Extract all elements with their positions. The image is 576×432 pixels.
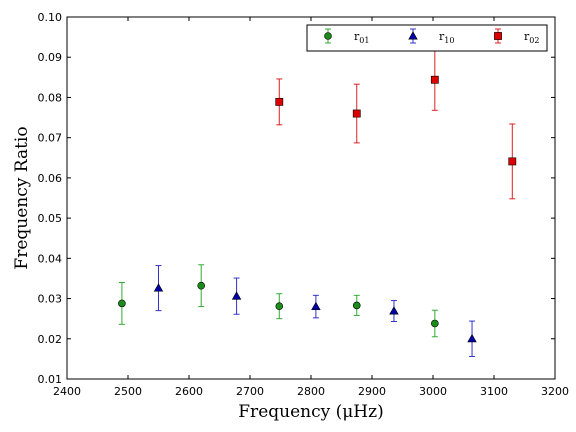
- data-point-r01: [352, 301, 361, 310]
- x-tick-label: 3000: [419, 385, 447, 398]
- y-tick-label: 0.08: [38, 91, 63, 104]
- legend-entry-r01: r01: [324, 28, 369, 45]
- legend-label-subscript: 10: [444, 36, 454, 45]
- legend-label-base: r: [439, 30, 445, 43]
- y-tick-label: 0.10: [38, 11, 63, 24]
- data-point-r10: [311, 301, 321, 311]
- data-point-r01: [118, 299, 126, 308]
- legend-box: [306, 24, 548, 52]
- legend-label: r10: [439, 30, 454, 45]
- data-point-r01: [197, 281, 205, 290]
- x-tick-label: 2800: [297, 385, 325, 398]
- x-tick-label: 3200: [541, 385, 569, 398]
- plot-marks: [118, 48, 517, 357]
- y-tick-label: 0.09: [38, 51, 63, 64]
- y-tick-label: 0.07: [38, 132, 63, 145]
- series-r02: [275, 48, 517, 200]
- x-tick-label: 2400: [53, 385, 81, 398]
- y-tick-label: 0.02: [38, 333, 63, 346]
- axis-ticks: 2400 2500 2600 2700 2800 2900 3000 3100 3200 0.01…: [38, 11, 570, 398]
- legend: r01 r10 r02: [306, 24, 548, 52]
- data-point-r02: [352, 109, 361, 118]
- data-point-r10: [389, 306, 399, 315]
- x-axis-label: Frequency (μHz): [238, 402, 383, 422]
- data-point-r10: [231, 291, 242, 300]
- data-point-r10: [153, 283, 164, 292]
- x-tick-label: 2900: [358, 385, 386, 398]
- legend-label-subscript: 02: [529, 36, 539, 45]
- y-tick-label: 0.03: [38, 293, 63, 306]
- legend-marker: [324, 32, 332, 40]
- legend-entry-r02: r02: [494, 28, 539, 45]
- series-r01: [118, 264, 439, 338]
- legend-label-base: r: [524, 30, 530, 43]
- data-point-r02: [430, 75, 439, 84]
- legend-marker: [494, 32, 502, 40]
- x-tick-label: 2600: [175, 385, 203, 398]
- y-tick-label: 0.04: [38, 252, 63, 265]
- data-point-r10: [467, 333, 477, 343]
- data-point-r01: [431, 319, 439, 328]
- data-point-r02: [275, 97, 284, 106]
- legend-entry-r10: r10: [408, 28, 454, 45]
- data-point-r02: [508, 157, 517, 166]
- legend-label-subscript: 01: [359, 36, 369, 45]
- legend-label: r02: [524, 30, 539, 45]
- legend-label: r01: [354, 30, 369, 45]
- y-tick-label: 0.06: [38, 172, 63, 185]
- x-tick-label: 2700: [236, 385, 264, 398]
- y-axis-label: Frequency Ratio: [12, 126, 32, 269]
- legend-label-base: r: [354, 30, 360, 43]
- x-tick-label: 3100: [480, 385, 508, 398]
- series-r10: [153, 265, 477, 357]
- y-tick-label: 0.05: [38, 212, 63, 225]
- legend-marker: [408, 31, 418, 40]
- y-tick-label: 0.01: [38, 373, 63, 386]
- x-tick-label: 2500: [114, 385, 142, 398]
- data-point-r01: [275, 302, 284, 310]
